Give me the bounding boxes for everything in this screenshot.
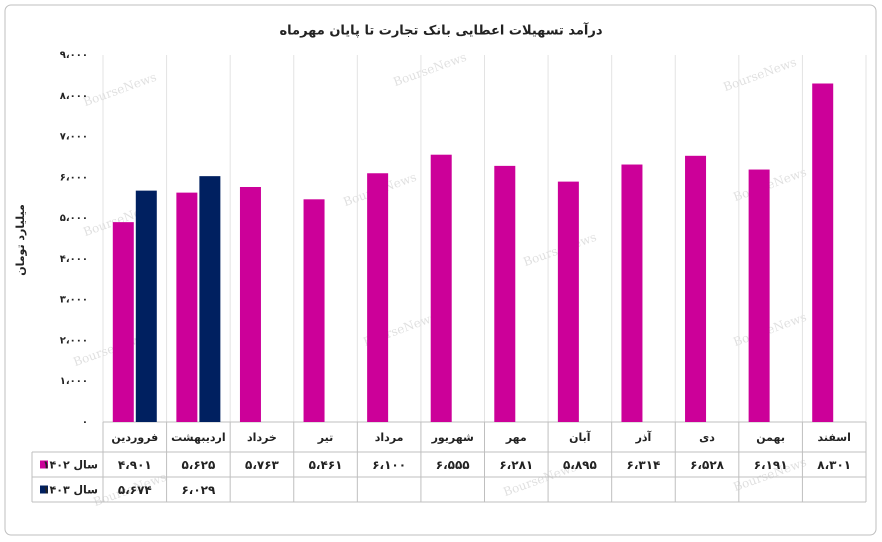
- legend-swatch: [40, 460, 48, 469]
- y-tick-label: ۹،۰۰۰: [60, 50, 88, 61]
- y-tick-label: ۶،۰۰۰: [60, 172, 88, 183]
- y-tick-label: ۳،۰۰۰: [60, 295, 88, 306]
- bar: [494, 165, 516, 423]
- table-value: ۶،۵۲۸: [690, 458, 725, 472]
- bar: [812, 83, 834, 423]
- bar: [176, 192, 198, 422]
- y-tick-label: ۲،۰۰۰: [60, 335, 88, 346]
- table-value: ۸،۳۰۱: [817, 458, 851, 472]
- table-value: ۵،۷۶۳: [245, 458, 280, 472]
- x-tick-label: دی: [699, 431, 715, 444]
- y-tick-label: ۷،۰۰۰: [60, 132, 88, 143]
- x-tick-label: آذر: [635, 430, 652, 444]
- bar: [112, 222, 134, 422]
- y-tick-label: ۴،۰۰۰: [60, 254, 88, 265]
- chart-title: درآمد تسهیلات اعطایی بانک تجارت تا پایان…: [279, 22, 602, 39]
- table-value: ۶،۵۵۵: [436, 458, 470, 472]
- table-value: ۶،۰۲۹: [181, 483, 216, 497]
- table-value: ۵،۴۶۱: [309, 458, 343, 472]
- bar: [367, 173, 389, 422]
- legend-swatch: [40, 485, 48, 494]
- table-value: ۵،۸۹۵: [563, 458, 597, 472]
- x-tick-label: فروردین: [111, 431, 158, 444]
- x-tick-label: شهریور: [431, 431, 474, 444]
- y-tick-label: ۱،۰۰۰: [60, 376, 88, 387]
- table-value: ۶،۱۹۱: [754, 458, 788, 472]
- x-tick-label: اردیبهشت: [171, 431, 225, 444]
- legend-label: سال ۱۴۰۳: [43, 484, 98, 497]
- x-tick-label: اسفند: [818, 431, 851, 444]
- x-tick-label: مهر: [505, 431, 527, 444]
- legend-label: سال ۱۴۰۲: [43, 459, 98, 472]
- table-value: ۵،۶۷۴: [118, 483, 152, 497]
- table-value: ۶،۲۸۱: [499, 458, 533, 472]
- y-tick-label: ۸،۰۰۰: [60, 91, 88, 102]
- x-tick-label: تیر: [317, 431, 333, 444]
- table-value: ۵،۶۲۵: [181, 458, 215, 472]
- x-tick-label: بهمن: [756, 431, 785, 444]
- y-axis-label: میلیارد تومان: [14, 204, 27, 276]
- y-tick-label: ۰: [82, 417, 88, 428]
- bar: [621, 164, 643, 422]
- table-value: ۴،۹۰۱: [118, 458, 152, 472]
- bar: [748, 169, 770, 422]
- x-tick-label: مرداد: [375, 431, 404, 444]
- bar: [199, 176, 221, 422]
- bar: [557, 181, 579, 422]
- x-tick-label: خرداد: [247, 431, 277, 444]
- table-value: ۶،۱۰۰: [372, 458, 406, 472]
- bar: [239, 186, 261, 422]
- table-value: ۶،۳۱۴: [627, 458, 661, 472]
- bar: [135, 190, 157, 422]
- bar: [430, 154, 452, 422]
- y-tick-label: ۵،۰۰۰: [60, 213, 88, 224]
- x-tick-label: آبان: [569, 430, 591, 444]
- bar: [303, 199, 325, 422]
- bar: [685, 155, 707, 422]
